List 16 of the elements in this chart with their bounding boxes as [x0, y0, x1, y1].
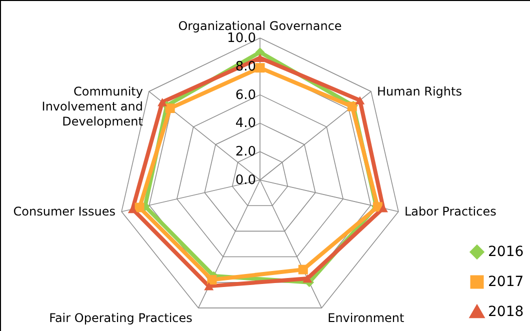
- spoke-label: Community Involvement and Development: [42, 84, 144, 128]
- spoke-label: Human Rights: [377, 84, 462, 98]
- spoke-label: Labor Practices: [404, 204, 496, 219]
- y-tick-label: 8.0: [235, 59, 256, 74]
- y-tick-label: 6.0: [235, 88, 256, 103]
- legend-label: 2016: [488, 244, 524, 260]
- legend-label: 2018: [488, 304, 524, 320]
- y-tick-label: 2.0: [235, 144, 256, 160]
- spoke-label: Environment: [328, 310, 405, 325]
- spoke-label: Organizational Governance: [178, 19, 342, 33]
- spoke-label: Fair Operating Practices: [49, 310, 192, 325]
- y-tick-label: 10.0: [227, 31, 256, 46]
- legend-label: 2017: [488, 274, 524, 290]
- y-tick-label: 4.0: [235, 116, 256, 132]
- spoke-label: Consumer Issues: [13, 204, 116, 219]
- y-tick-label: 0.0: [235, 173, 256, 188]
